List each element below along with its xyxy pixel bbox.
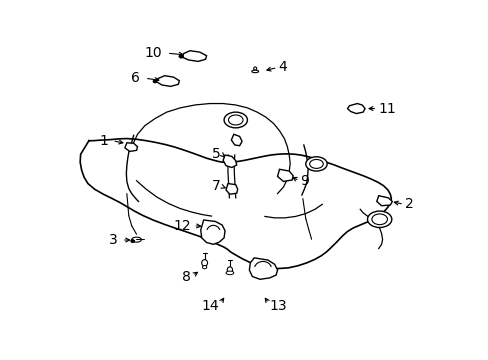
Ellipse shape — [371, 214, 386, 225]
Text: 7: 7 — [211, 179, 220, 193]
Polygon shape — [156, 76, 179, 86]
Polygon shape — [124, 143, 137, 152]
Polygon shape — [201, 220, 224, 244]
Ellipse shape — [227, 267, 232, 273]
Polygon shape — [277, 169, 292, 181]
Text: 3: 3 — [109, 233, 118, 247]
Ellipse shape — [179, 55, 183, 58]
Text: 4: 4 — [278, 60, 286, 75]
Text: 8: 8 — [182, 270, 191, 284]
Ellipse shape — [367, 211, 391, 228]
Text: 2: 2 — [404, 197, 413, 211]
Ellipse shape — [201, 260, 207, 266]
Ellipse shape — [131, 237, 141, 242]
Polygon shape — [231, 134, 242, 146]
Ellipse shape — [225, 271, 233, 275]
Text: 1: 1 — [99, 134, 108, 148]
Text: 13: 13 — [269, 299, 287, 313]
Text: 5: 5 — [211, 147, 220, 161]
Text: 14: 14 — [201, 299, 219, 313]
Polygon shape — [347, 104, 365, 113]
Polygon shape — [376, 196, 391, 206]
Text: 11: 11 — [377, 102, 395, 116]
Ellipse shape — [228, 115, 243, 125]
Ellipse shape — [305, 157, 326, 171]
Polygon shape — [249, 258, 277, 279]
Text: 12: 12 — [173, 219, 191, 233]
Ellipse shape — [153, 80, 157, 83]
Ellipse shape — [253, 67, 256, 70]
Polygon shape — [225, 184, 237, 194]
Text: 9: 9 — [300, 174, 308, 188]
Ellipse shape — [251, 70, 258, 73]
Polygon shape — [182, 51, 206, 62]
Ellipse shape — [224, 112, 247, 128]
Ellipse shape — [309, 159, 323, 168]
Text: 6: 6 — [131, 71, 140, 85]
Ellipse shape — [202, 266, 206, 269]
Text: 10: 10 — [144, 46, 162, 60]
Polygon shape — [223, 155, 236, 167]
Ellipse shape — [131, 240, 134, 242]
